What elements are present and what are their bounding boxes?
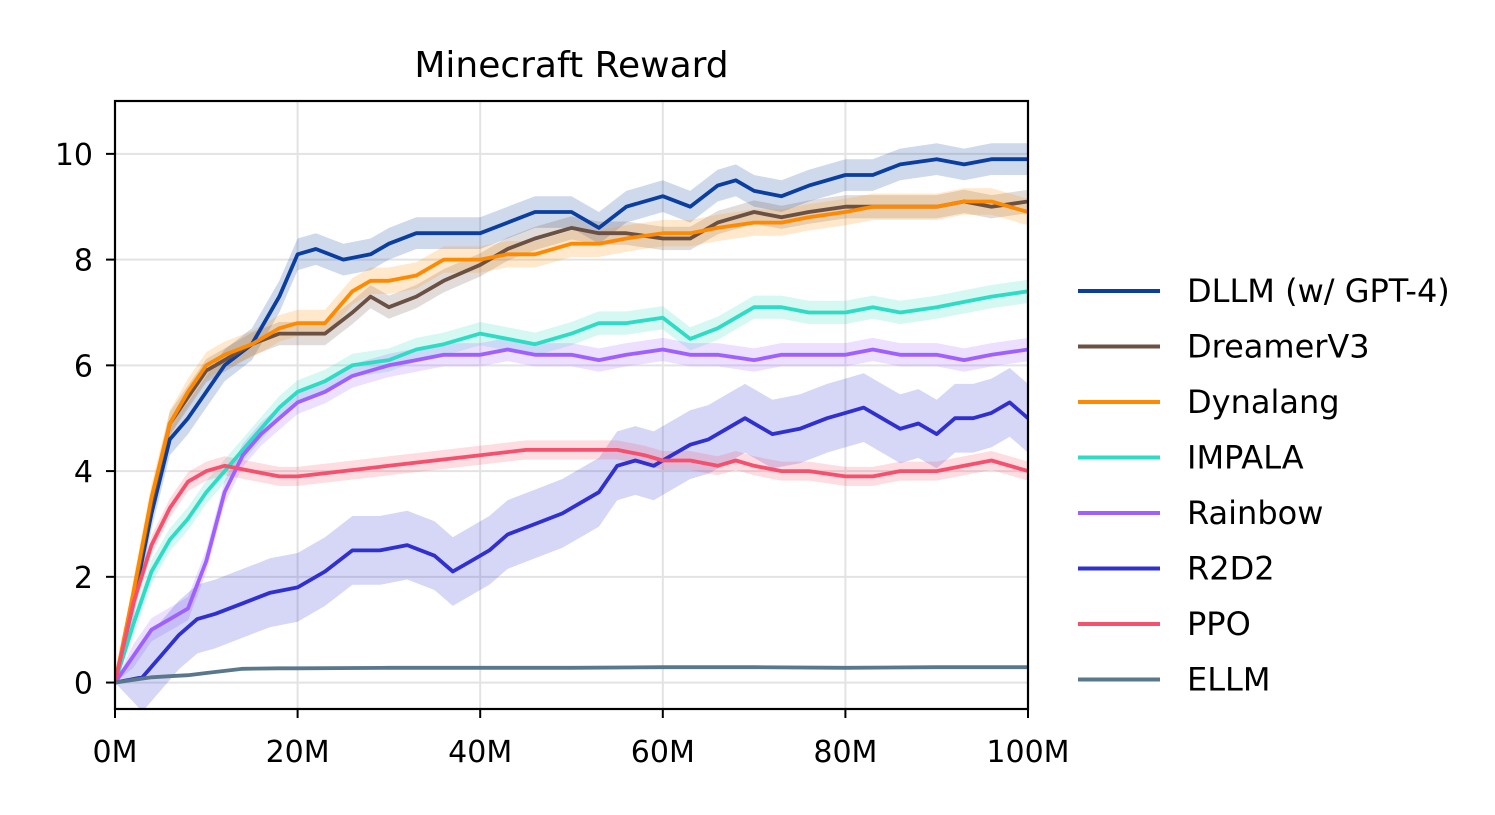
- series-lines: [115, 157, 1028, 685]
- x-tick-label: 80M: [813, 735, 877, 770]
- dynalang-line: [115, 199, 1028, 685]
- r2d2-band: [115, 368, 1028, 709]
- y-axis: 0 2 4 6 8 10: [55, 138, 115, 702]
- y-tick-label: 0: [74, 667, 93, 702]
- x-tick-label: 100M: [986, 735, 1069, 770]
- dynalang-band: [115, 188, 1028, 683]
- ppo-band: [115, 440, 1028, 683]
- legend-label-dllm-w-gpt-4: DLLM (w/ GPT-4): [1187, 272, 1450, 310]
- y-tick-label: 10: [55, 138, 93, 173]
- plot-frame: [113, 99, 1030, 711]
- dllm-w-gpt-4-line: [115, 157, 1028, 685]
- impala-line: [115, 289, 1028, 685]
- legend: DLLM (w/ GPT-4) DreamerV3 Dynalang IMPALA Ra…: [1078, 272, 1450, 699]
- legend-label-ppo: PPO: [1187, 605, 1251, 643]
- y-tick-label: 8: [74, 244, 93, 279]
- legend-label-ellm: ELLM: [1187, 661, 1270, 699]
- legend-label-r2d2: R2D2: [1187, 550, 1275, 588]
- y-tick-label: 4: [74, 455, 93, 490]
- legend-label-dynalang: Dynalang: [1187, 383, 1340, 421]
- x-tick-label: 40M: [448, 735, 512, 770]
- y-tick-label: 6: [74, 349, 93, 384]
- r2d2-line: [115, 400, 1028, 685]
- dreamerv3-band: [115, 189, 1028, 683]
- ppo-line: [115, 448, 1028, 685]
- x-axis: 0M 20M 40M 60M 80M 100M: [93, 709, 1070, 770]
- ellm-line: [115, 665, 1028, 685]
- x-tick-label: 20M: [266, 735, 330, 770]
- dreamerv3-line: [115, 199, 1028, 685]
- legend-label-impala: IMPALA: [1187, 439, 1304, 477]
- x-tick-label: 0M: [93, 735, 138, 770]
- rainbow-line: [115, 347, 1028, 685]
- x-tick-label: 60M: [631, 735, 695, 770]
- y-tick-label: 2: [74, 561, 93, 596]
- legend-label-dreamerv3: DreamerV3: [1187, 328, 1370, 366]
- chart-title: Minecraft Reward: [414, 45, 728, 86]
- legend-label-rainbow: Rainbow: [1187, 494, 1323, 532]
